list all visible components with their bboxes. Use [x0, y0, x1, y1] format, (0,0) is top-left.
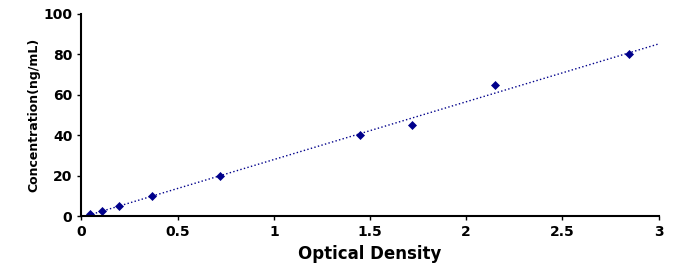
X-axis label: Optical Density: Optical Density [298, 245, 442, 263]
Y-axis label: Concentration(ng/mL): Concentration(ng/mL) [28, 38, 41, 192]
